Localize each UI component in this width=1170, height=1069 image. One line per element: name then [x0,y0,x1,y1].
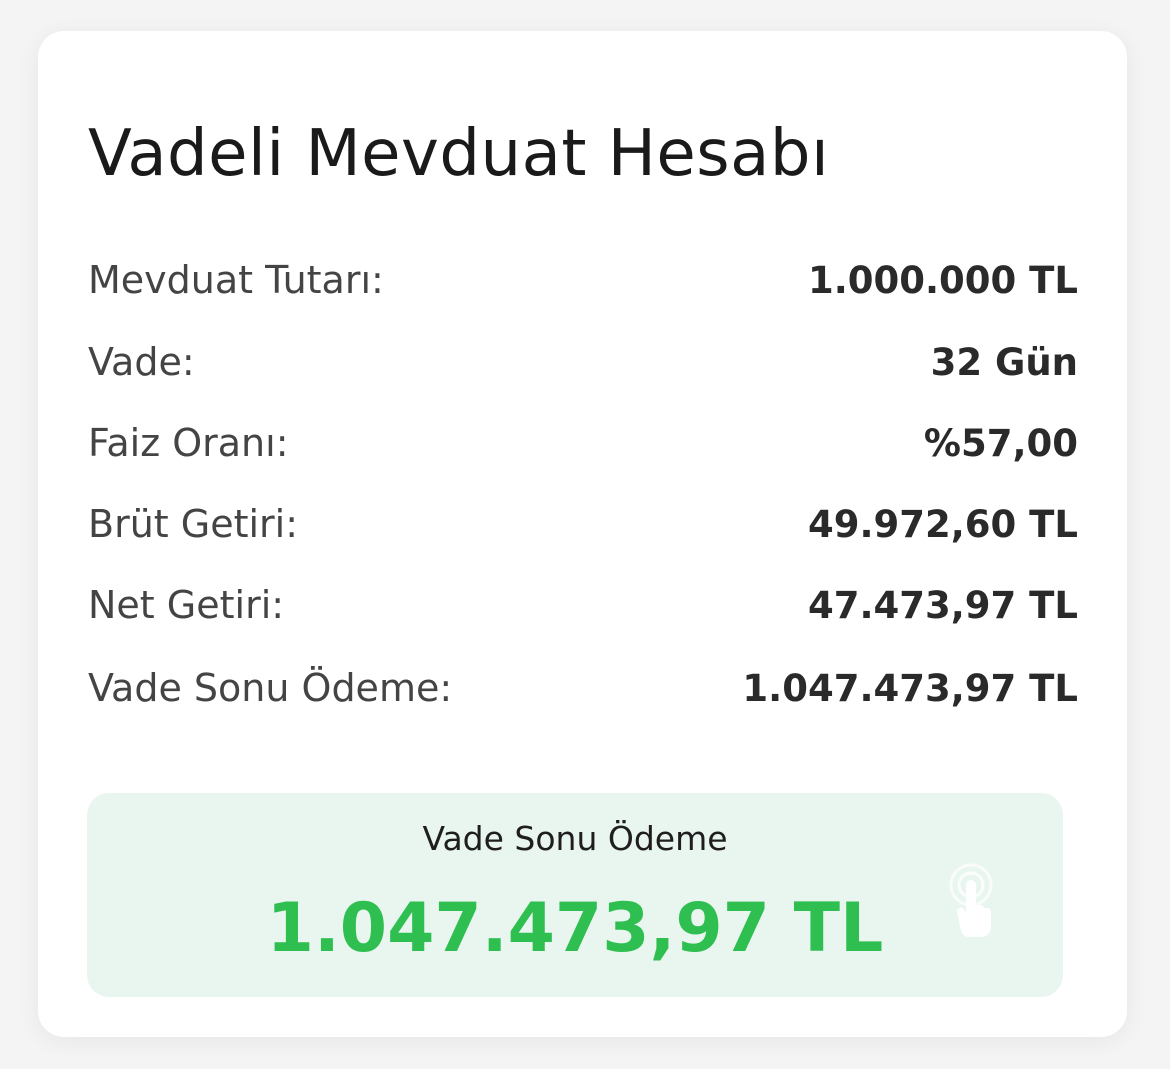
row-term: Vade: 32 Gün [88,337,1078,387]
card-title: Vadeli Mevduat Hesabı [88,117,830,191]
deposit-card: Vadeli Mevduat Hesabı Mevduat Tutarı: 1.… [38,31,1127,1037]
summary-value: 1.047.473,97 TL [266,889,884,968]
row-value: 1.047.473,97 TL [742,666,1078,710]
row-gross-return: Brüt Getiri: 49.972,60 TL [88,499,1078,549]
row-label: Vade: [88,340,195,384]
row-label: Brüt Getiri: [88,502,299,546]
row-label: Faiz Oranı: [88,421,289,465]
row-value: 47.473,97 TL [807,583,1078,627]
row-label: Net Getiri: [88,583,285,627]
maturity-summary[interactable]: Vade Sonu Ödeme 1.047.473,97 TL [87,793,1063,997]
summary-label: Vade Sonu Ödeme [422,819,728,858]
row-value: 32 Gün [930,340,1078,384]
row-maturity-payment: Vade Sonu Ödeme: 1.047.473,97 TL [88,663,1078,713]
tap-hand-icon [949,863,993,938]
row-label: Mevduat Tutarı: [88,258,384,302]
row-deposit-amount: Mevduat Tutarı: 1.000.000 TL [88,255,1078,305]
row-value: 1.000.000 TL [807,258,1078,302]
row-value: %57,00 [923,421,1078,465]
row-interest-rate: Faiz Oranı: %57,00 [88,418,1078,468]
row-label: Vade Sonu Ödeme: [88,666,453,710]
row-value: 49.972,60 TL [807,502,1078,546]
row-net-return: Net Getiri: 47.473,97 TL [88,580,1078,630]
